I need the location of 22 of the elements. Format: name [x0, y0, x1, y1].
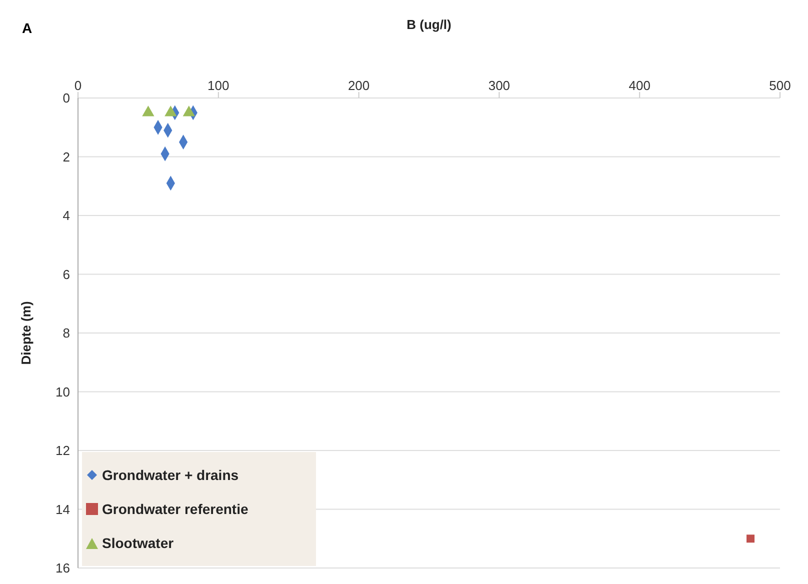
x-tick-label: 500 [769, 78, 791, 93]
y-axis-title: Diepte (m) [18, 301, 34, 365]
y-tick-label: 2 [62, 149, 70, 164]
y-tick-label: 0 [62, 90, 70, 106]
x-tick-label: 100 [208, 78, 230, 93]
point [746, 534, 755, 543]
x-tick-label: 200 [348, 78, 370, 93]
y-tick-label: 6 [62, 266, 70, 282]
y-tick-label: 12 [56, 443, 70, 458]
legend-label: Grondwater + drains [102, 466, 239, 485]
x-tick-label: 0 [74, 78, 82, 93]
y-tick-label: 14 [56, 502, 70, 517]
chart-title: A [22, 20, 32, 36]
x-axis-title: B (ug/l) [406, 17, 452, 32]
y-tick-label: 4 [62, 208, 70, 224]
y-tick-label: 8 [62, 326, 70, 341]
y-tick-label: 16 [56, 560, 70, 576]
x-tick-label: 300 [488, 78, 510, 93]
legend-label: Slootwater [102, 534, 174, 553]
legend-label: Grondwater referentie [102, 500, 248, 519]
x-tick-label: 400 [628, 78, 650, 93]
y-tick-label: 10 [56, 384, 70, 400]
